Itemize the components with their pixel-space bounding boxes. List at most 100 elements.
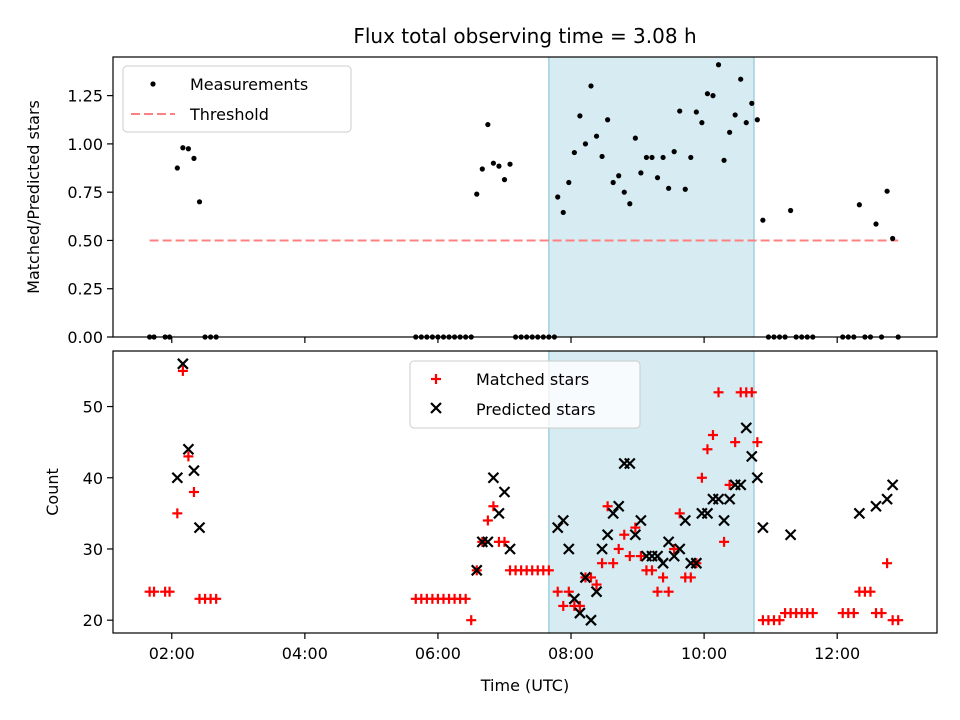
predicted-star-point [579, 571, 592, 584]
measurement-point [196, 199, 203, 205]
measurement-point [610, 179, 616, 186]
predicted-star-point [853, 507, 866, 520]
bottom-y-ticks: 20 30 40 50 [83, 398, 113, 630]
predicted-star-point [574, 607, 586, 619]
measurement-point [715, 62, 722, 68]
bottom-x-tick-label: 02:00 [149, 644, 195, 663]
measurement-point [710, 93, 716, 99]
matched-star-point [707, 430, 718, 441]
legend-matched-label: Matched stars [476, 370, 589, 389]
matched-star-point [663, 586, 674, 597]
predicted-star-point [701, 507, 714, 520]
matched-star-point [482, 515, 493, 526]
matched-star-point [865, 586, 876, 597]
predicted-star-point [668, 550, 680, 562]
measurement-point [743, 120, 749, 126]
predicted-star-point [679, 514, 692, 527]
matched-star-point [613, 543, 624, 554]
measurement-point [890, 235, 896, 242]
measurement-point [474, 191, 480, 197]
predicted-star-point [504, 543, 516, 555]
matched-star-point [658, 572, 669, 583]
bottom-x-tick-label: 10:00 [681, 644, 727, 663]
measurement-point [693, 109, 699, 115]
predicted-star-point [188, 464, 200, 477]
matched-star-point [848, 608, 859, 619]
measurement-point [577, 113, 583, 119]
predicted-star-point [607, 507, 619, 520]
measurement-point [605, 117, 611, 123]
measurement-point [660, 154, 666, 161]
top-legend: Measurements Threshold [122, 65, 352, 133]
measurement-point [479, 166, 485, 172]
matched-star-point [460, 593, 471, 604]
measurement-point [856, 202, 862, 208]
predicted-star-point [624, 457, 636, 470]
bottom-x-axis-label: Time (UTC) [480, 676, 569, 695]
bottom-y-tick-label: 50 [83, 398, 103, 417]
legend-matched-marker [431, 374, 441, 384]
predicted-star-point [612, 500, 625, 513]
matched-star-point [602, 501, 613, 512]
top-y-axis-label: Matched/Predicted stars [24, 100, 43, 294]
predicted-star-point [551, 521, 564, 534]
matched-star-point [149, 586, 160, 597]
measurement-point [566, 179, 572, 186]
matched-star-point [730, 437, 741, 448]
matched-star-point [164, 586, 175, 597]
measurement-point [599, 153, 605, 160]
matched-star-point [719, 536, 730, 547]
predicted-star-point [590, 585, 603, 598]
measurement-point [732, 112, 738, 118]
measurement-point [632, 135, 638, 141]
legend-measurements-marker [150, 81, 156, 87]
top-y-tick-label: 0.25 [67, 280, 103, 299]
measurement-point [571, 149, 577, 156]
measurement-point [760, 217, 766, 223]
matched-star-point [724, 479, 735, 490]
matched-star-point [882, 558, 893, 569]
predicted-star-point [487, 471, 500, 484]
predicted-star-point [568, 593, 581, 605]
top-x-ticks [171, 337, 838, 343]
predicted-star-points [171, 358, 899, 626]
bottom-y-tick-label: 20 [83, 611, 103, 630]
measurement-point [738, 76, 744, 82]
bottom-x-tick-label: 12:00 [814, 644, 860, 663]
measurement-point [555, 194, 561, 200]
matched-star-point [183, 451, 194, 462]
measurement-point [654, 175, 661, 181]
matched-star-point [499, 536, 510, 547]
predicted-star-point [651, 550, 664, 562]
matched-star-point [591, 579, 602, 590]
measurement-point [490, 160, 496, 166]
predicted-star-point [718, 514, 730, 527]
measurement-point [627, 201, 633, 207]
matched-star-point [652, 586, 663, 597]
predicted-star-point [784, 528, 797, 541]
matched-star-point [646, 565, 657, 576]
bottom-y-tick-label: 40 [83, 469, 103, 488]
predicted-star-point [470, 564, 483, 577]
measurement-point [191, 155, 197, 161]
predicted-star-point [662, 536, 675, 548]
measurement-point [704, 91, 711, 97]
measurement-point [593, 133, 600, 139]
predicted-star-point [493, 507, 505, 520]
bottom-y-tick-label: 30 [83, 540, 103, 559]
predicted-star-point [673, 543, 686, 555]
matched-star-point [211, 593, 222, 604]
measurement-point [677, 108, 683, 114]
predicted-star-point [746, 450, 758, 463]
measurement-point [671, 149, 677, 155]
bottom-x-tick-label: 04:00 [282, 644, 328, 663]
predicted-star-point [182, 443, 195, 456]
bottom-axes-frame [112, 350, 938, 634]
measurement-point [621, 189, 627, 195]
predicted-star-point [881, 493, 893, 505]
measurement-point [638, 170, 644, 176]
measurement-point [682, 186, 688, 192]
matched-star-point [746, 387, 757, 398]
matched-star-point [608, 558, 619, 569]
